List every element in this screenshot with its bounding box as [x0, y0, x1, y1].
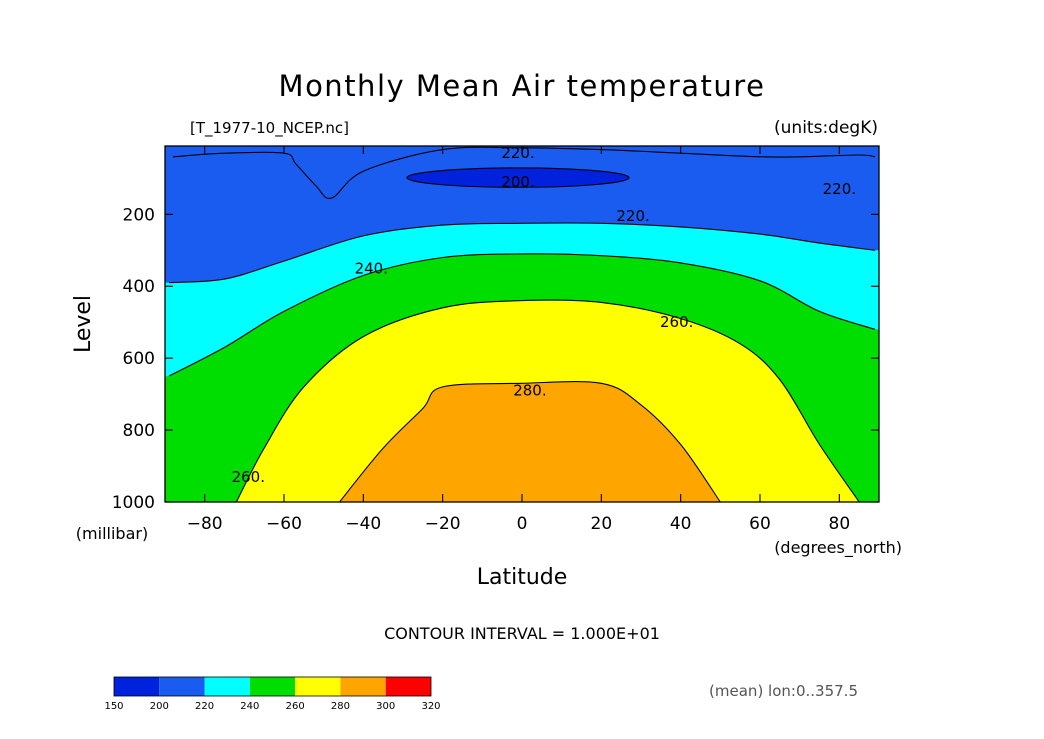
plot-area: [165, 146, 879, 502]
x-tick-label: 60: [749, 514, 771, 534]
colorbar-label: 240: [240, 701, 259, 712]
x-tick-label: 80: [829, 514, 851, 534]
units-label: (units:degK): [774, 118, 878, 138]
colorbar-label: 200: [150, 701, 169, 712]
contour-line-220: [168, 222, 876, 284]
x-tick-label: −40: [345, 514, 381, 534]
footer-note: (mean) lon:0..357.5: [709, 682, 858, 700]
x-axis-label: Latitude: [477, 565, 568, 590]
contour-line-260: [235, 299, 860, 502]
x-tick-label: 40: [670, 514, 692, 534]
colorbar-swatch: [114, 677, 160, 696]
colorbar-swatch: [385, 677, 431, 696]
colorbar-label: 220: [195, 701, 214, 712]
contour-label: 260.: [660, 313, 693, 331]
x-tick-label: −80: [187, 514, 223, 534]
contour-label: 260.: [232, 468, 265, 486]
y-tick-label: 400: [123, 277, 155, 297]
colorbar-swatch: [340, 677, 386, 696]
colorbar-label: 320: [421, 701, 440, 712]
contour-label: 220.: [823, 180, 856, 198]
y-tick-label: 800: [123, 421, 155, 441]
x-axis-units: (degrees_north): [774, 538, 902, 558]
colorbar-label: 260: [286, 701, 305, 712]
colorbar-swatch: [159, 677, 205, 696]
y-axis-label: Level: [71, 295, 96, 353]
contour-fills: [165, 147, 879, 502]
x-tick-label: 20: [591, 514, 613, 534]
minimum-region-fill: [406, 167, 630, 188]
y-tick-label: 1000: [112, 493, 155, 513]
contour-labels: 220. 200. 220. 220. 240. 260. 280. 260.: [232, 144, 856, 486]
contour-line-240: [168, 253, 876, 377]
contour-label: 280.: [513, 382, 546, 400]
colorbar-label: 300: [376, 701, 395, 712]
contour-interval-text: CONTOUR INTERVAL = 1.000E+01: [384, 624, 660, 643]
contour-label: 220.: [501, 144, 534, 162]
source-file-label: [T_1977-10_NCEP.nc]: [190, 119, 349, 138]
contour-line-280: [339, 381, 721, 502]
colorbar: 150 200 220 240 260 280 300 320: [104, 676, 441, 712]
contour-fill-280: [339, 381, 721, 502]
contour-label: 200.: [501, 173, 534, 191]
colorbar-swatch: [295, 677, 341, 696]
colorbar-frame: [113, 676, 432, 697]
contour-label: 240.: [355, 259, 388, 277]
chart-title: Monthly Mean Air temperature: [279, 69, 766, 103]
colorbar-swatch: [204, 677, 250, 696]
x-tick-label: −60: [266, 514, 302, 534]
colorbar-label: 280: [331, 701, 350, 712]
y-tick-label: 200: [123, 205, 155, 225]
colorbar-label: 150: [104, 701, 123, 712]
axis-ticks: −80 −60 −40 −20 0 20 40 60 80 200 400 600 800 1000: [112, 146, 879, 534]
y-axis-units: (millibar): [76, 524, 148, 543]
x-tick-label: 0: [517, 514, 528, 534]
x-tick-label: −20: [425, 514, 461, 534]
y-tick-label: 600: [123, 349, 155, 369]
contour-label: 220.: [616, 207, 649, 225]
colorbar-swatch: [249, 677, 296, 696]
